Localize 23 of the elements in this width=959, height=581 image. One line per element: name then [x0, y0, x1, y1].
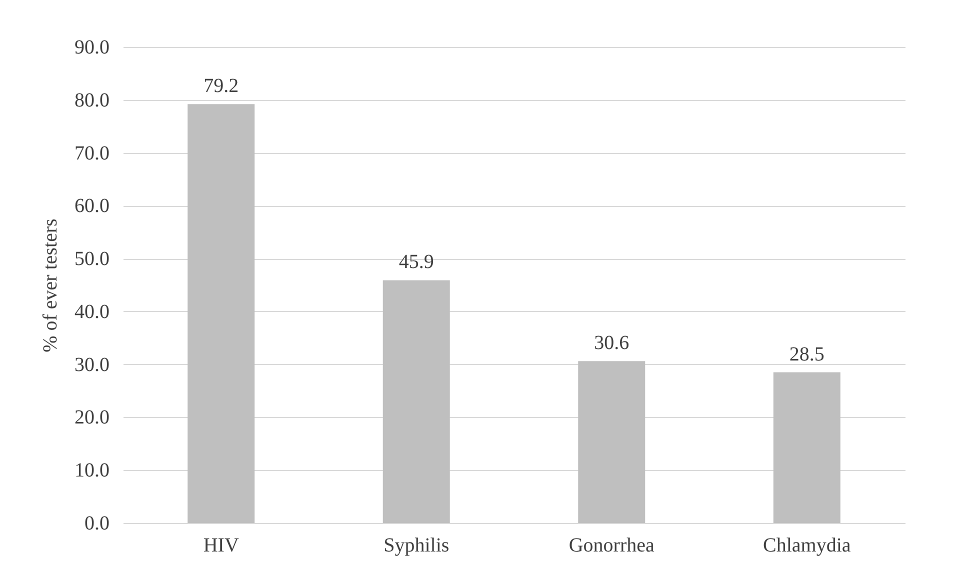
- y-tick-label: 20.0: [74, 406, 110, 429]
- bar: [382, 280, 450, 523]
- y-tick-label: 30.0: [74, 354, 110, 376]
- x-tick-label: HIV: [203, 534, 240, 556]
- bar: [188, 104, 255, 523]
- y-tick-label: 70.0: [74, 142, 110, 164]
- y-tick-label: 60.0: [74, 195, 110, 218]
- y-tick-label: 50.0: [74, 248, 110, 270]
- y-tick-label: 40.0: [74, 300, 110, 323]
- y-tick-label: 80.0: [74, 89, 110, 112]
- data-label: 45.9: [398, 251, 434, 274]
- x-tick-label: Syphilis: [384, 534, 450, 556]
- y-tick-label: 90.0: [74, 36, 110, 58]
- y-tick-label: 0.0: [84, 512, 110, 534]
- y-axis-title: % of ever testers: [40, 218, 62, 352]
- y-tick-label: 10.0: [74, 460, 110, 482]
- data-label: 79.2: [204, 75, 239, 98]
- x-tick-label: Gonorrhea: [568, 534, 655, 556]
- data-label: 28.5: [789, 343, 824, 366]
- bar: [773, 372, 840, 523]
- bar: [578, 361, 646, 523]
- data-label: 30.6: [594, 332, 630, 354]
- x-tick-label: Chlamydia: [763, 534, 851, 556]
